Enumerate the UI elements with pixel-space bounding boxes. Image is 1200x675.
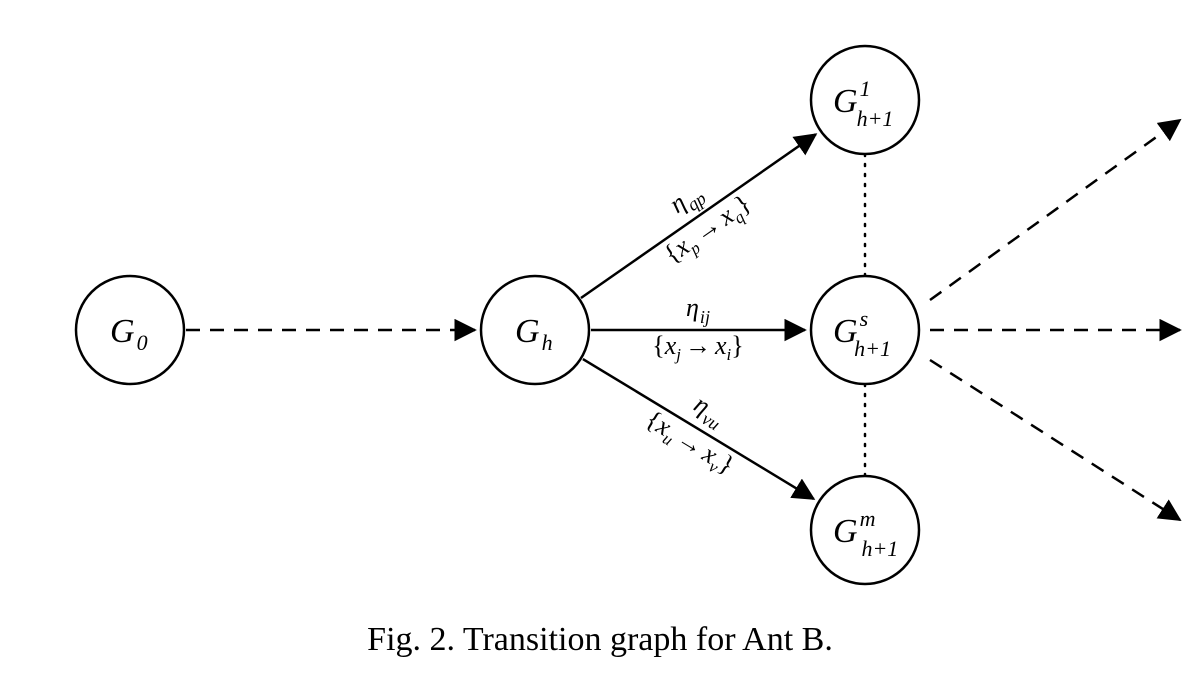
- edge: [583, 359, 814, 499]
- edge-label-eta: ηij: [686, 293, 710, 327]
- edges-layer: [186, 120, 1180, 520]
- node-Ghs: Gsh+1: [811, 276, 919, 384]
- edge: [930, 360, 1180, 520]
- edge: [581, 134, 816, 298]
- node-Gh: Gh: [481, 276, 589, 384]
- figure-caption: Fig. 2. Transition graph for Ant B.: [367, 621, 833, 658]
- transition-graph: G0GhG1h+1Gsh+1Gmh+1 ηqp{xp→xq}ηij{xj→xi}…: [0, 0, 1200, 675]
- nodes-layer: G0 Gh G1h+1 Gsh+1 Gmh+1: [76, 46, 919, 584]
- edge-labels-layer: ηqp{xp→xq}ηij{xj→xi}ηvu{xu→xv}: [639, 177, 759, 484]
- node-Ghm: Gmh+1: [811, 476, 919, 584]
- node-G0: G0: [76, 276, 184, 384]
- edge-label-transition: {xj→xi}: [652, 331, 743, 364]
- node-Gh1: G1h+1: [811, 46, 919, 154]
- edge: [930, 120, 1180, 300]
